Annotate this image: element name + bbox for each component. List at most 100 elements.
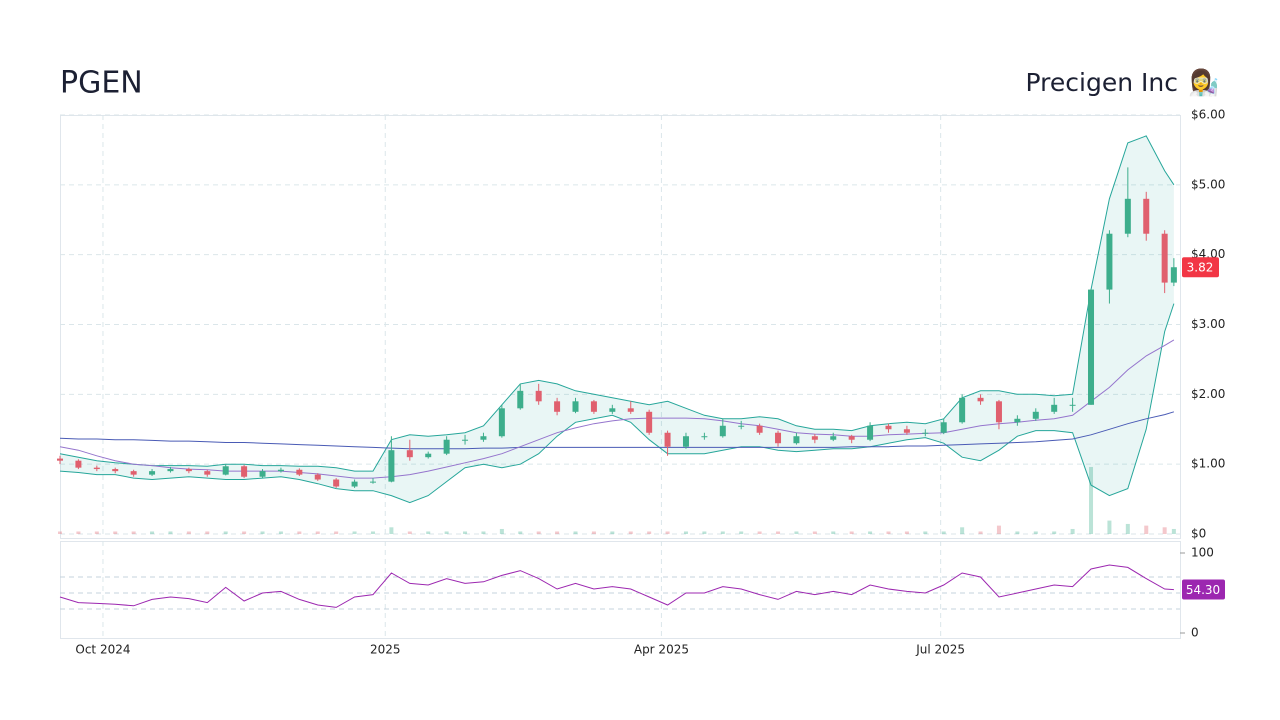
candle-body bbox=[701, 436, 708, 438]
volume-bar bbox=[739, 531, 744, 534]
candle-body bbox=[443, 439, 450, 454]
candle-body bbox=[204, 471, 211, 475]
rsi-value-label: 54.30 bbox=[1186, 583, 1220, 597]
volume-bar bbox=[1107, 520, 1112, 534]
volume-bar bbox=[499, 528, 504, 534]
volume-bar bbox=[941, 531, 946, 534]
candle-body bbox=[406, 450, 413, 458]
candle-body bbox=[130, 471, 137, 475]
volume-bar bbox=[683, 531, 688, 534]
candle-body bbox=[1051, 404, 1058, 412]
volume-bar bbox=[923, 531, 928, 534]
bollinger-upper bbox=[59, 135, 1175, 472]
candle-body bbox=[1170, 267, 1177, 283]
candle-body bbox=[811, 436, 818, 440]
volume-bar bbox=[702, 531, 707, 534]
candle-body bbox=[462, 439, 469, 441]
candle-body bbox=[241, 466, 248, 477]
volume-bar bbox=[407, 531, 412, 534]
candle-body bbox=[922, 432, 929, 434]
volume-bar bbox=[1162, 527, 1167, 534]
volume-bar bbox=[1089, 466, 1094, 534]
candle-body bbox=[369, 481, 376, 483]
candle-body bbox=[57, 458, 63, 461]
candle-body bbox=[388, 450, 395, 482]
volume-bar bbox=[536, 531, 541, 534]
volume-bar bbox=[168, 531, 173, 534]
volume-bar bbox=[794, 531, 799, 534]
candle-body bbox=[480, 436, 487, 440]
candle-body bbox=[1161, 233, 1168, 283]
volume-bar bbox=[904, 531, 909, 534]
candle-body bbox=[149, 471, 156, 475]
candle-body bbox=[296, 469, 303, 475]
volume-bar bbox=[242, 531, 247, 534]
candle-body bbox=[959, 397, 966, 423]
candle-body bbox=[1124, 198, 1131, 234]
volume-bar bbox=[1171, 528, 1176, 534]
volume-bar bbox=[315, 531, 320, 534]
candle-body bbox=[572, 401, 579, 412]
candle-body bbox=[775, 432, 782, 444]
company-icon: 👩‍🔬 bbox=[1188, 68, 1219, 97]
volume-bar bbox=[1125, 523, 1130, 534]
candle-body bbox=[995, 401, 1002, 423]
volume-bar bbox=[389, 527, 394, 534]
candle-body bbox=[1032, 411, 1039, 419]
y-tick-label: $5.00 bbox=[1191, 177, 1225, 191]
candle-body bbox=[351, 481, 358, 487]
last-price-label: 3.82 bbox=[1187, 261, 1214, 275]
volume-bar bbox=[186, 531, 191, 534]
volume-bar bbox=[260, 531, 265, 534]
candle-body bbox=[425, 453, 432, 458]
y-tick-label: $1.00 bbox=[1191, 457, 1225, 471]
volume-bar bbox=[886, 531, 891, 534]
candle-body bbox=[609, 408, 616, 412]
y-tick-label: $6.00 bbox=[1191, 108, 1225, 122]
candle-body bbox=[1014, 418, 1021, 423]
rsi-tick-label: 100 bbox=[1191, 546, 1214, 560]
volume-bar bbox=[150, 531, 155, 534]
volume-bar bbox=[1015, 531, 1020, 534]
volume-bar bbox=[555, 531, 560, 534]
volume-bar bbox=[370, 531, 375, 534]
y-tick-label: $2.00 bbox=[1191, 387, 1225, 401]
volume-bar bbox=[444, 531, 449, 534]
candle-body bbox=[1088, 289, 1095, 405]
candle-body bbox=[1106, 233, 1113, 290]
volume-bar bbox=[849, 531, 854, 534]
volume-bar bbox=[58, 531, 62, 534]
volume-bar bbox=[1052, 531, 1057, 534]
candle-body bbox=[627, 408, 634, 412]
candle-body bbox=[517, 390, 524, 409]
volume-bar bbox=[297, 531, 302, 534]
x-tick-label: 2025 bbox=[370, 643, 401, 657]
candle-body bbox=[719, 425, 726, 437]
candle-body bbox=[185, 469, 192, 472]
volume-bar bbox=[518, 531, 523, 534]
volume-bar bbox=[76, 531, 81, 534]
bollinger-lower bbox=[59, 303, 1175, 504]
volume-bar bbox=[352, 531, 357, 534]
volume-bar bbox=[1070, 528, 1075, 534]
x-tick-label: Jul 2025 bbox=[915, 643, 965, 657]
ma-fast bbox=[59, 339, 1175, 479]
volume-bar bbox=[113, 531, 118, 534]
candle-body bbox=[738, 425, 745, 427]
volume-bar bbox=[481, 531, 486, 534]
candle-body bbox=[314, 474, 321, 480]
volume-bar bbox=[647, 531, 652, 534]
candle-body bbox=[498, 408, 505, 437]
candle-body bbox=[1069, 404, 1076, 406]
volume-bar bbox=[831, 531, 836, 534]
candle-body bbox=[222, 466, 229, 475]
volume-bar bbox=[628, 531, 633, 534]
volume-bar bbox=[463, 531, 468, 534]
candle-body bbox=[259, 471, 266, 477]
volume-bar bbox=[776, 531, 781, 534]
y-tick-label: $0 bbox=[1191, 527, 1206, 541]
candle-body bbox=[554, 401, 561, 412]
volume-bar bbox=[978, 531, 983, 534]
